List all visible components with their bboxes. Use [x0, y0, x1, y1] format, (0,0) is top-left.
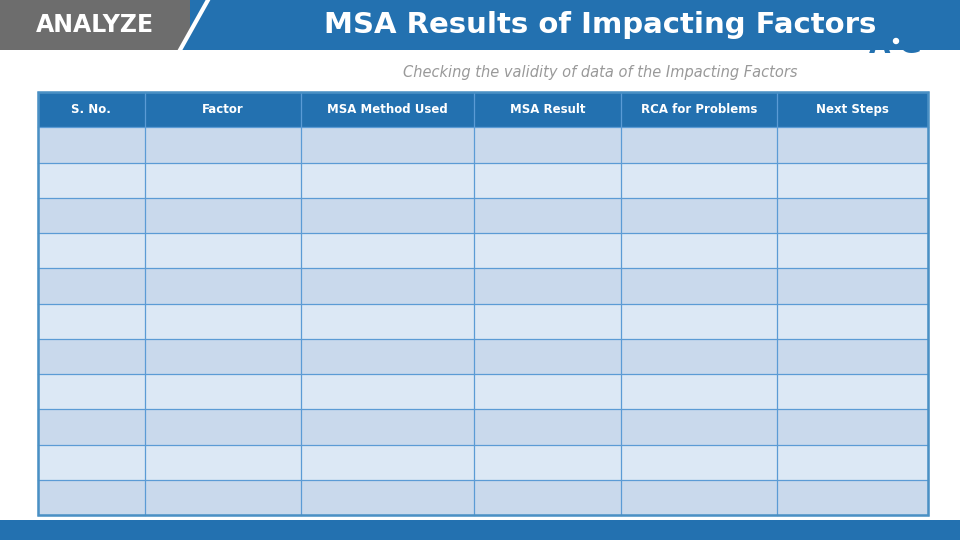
Bar — [38, 163, 928, 198]
Bar — [38, 480, 928, 515]
Bar — [0, 0, 960, 50]
Bar — [38, 303, 928, 339]
Text: ANALYZE: ANALYZE — [36, 13, 154, 37]
Text: Factor: Factor — [202, 103, 244, 116]
Bar — [38, 233, 928, 268]
Bar — [0, 520, 960, 540]
Bar — [38, 198, 928, 233]
Text: S. No.: S. No. — [71, 103, 111, 116]
Bar — [38, 127, 928, 163]
Bar — [38, 92, 928, 127]
Text: G: G — [899, 31, 922, 59]
Bar — [38, 374, 928, 409]
Text: MSA Results of Impacting Factors: MSA Results of Impacting Factors — [324, 11, 876, 39]
Bar — [0, 0, 190, 50]
Bar — [38, 339, 928, 374]
Polygon shape — [180, 0, 228, 50]
Text: RCA for Problems: RCA for Problems — [640, 103, 757, 116]
Text: MSA Method Used: MSA Method Used — [327, 103, 447, 116]
Text: MSA Result: MSA Result — [510, 103, 586, 116]
Text: Next Steps: Next Steps — [816, 103, 889, 116]
Circle shape — [891, 36, 901, 46]
Bar — [38, 444, 928, 480]
Bar — [38, 268, 928, 303]
Circle shape — [894, 38, 899, 44]
Text: Checking the validity of data of the Impacting Factors: Checking the validity of data of the Imp… — [403, 64, 797, 79]
Bar — [38, 92, 928, 515]
Text: A: A — [869, 31, 891, 59]
Bar — [38, 409, 928, 444]
